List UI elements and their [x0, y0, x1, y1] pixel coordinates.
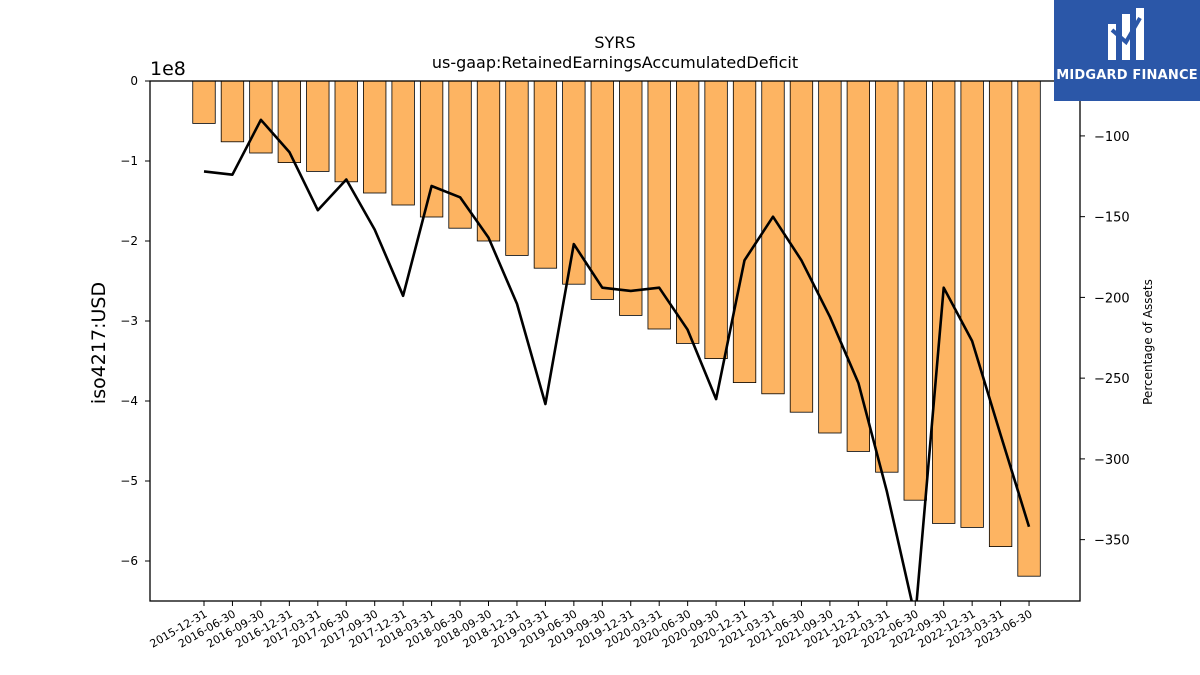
y-tick-label: 0 — [130, 74, 138, 88]
bar — [363, 80, 387, 194]
bar — [647, 80, 671, 330]
chart-subtitle: us-gaap:RetainedEarningsAccumulatedDefic… — [432, 53, 798, 72]
bar — [419, 80, 444, 218]
bar — [220, 80, 245, 143]
bar — [875, 80, 899, 473]
y-offset-label: 1e8 — [150, 58, 186, 80]
midgard-finance-logo: MIDGARD FINANCE — [1054, 0, 1200, 101]
bar — [903, 80, 927, 501]
bar — [619, 80, 643, 316]
y2-axis-label: Percentage of Assets — [1141, 279, 1155, 405]
percent-line-series — [203, 118, 1031, 601]
bar — [732, 80, 757, 384]
y-tick-label: −3 — [120, 314, 138, 328]
y2-tick-label: −350 — [1094, 534, 1130, 549]
y2-tick-label: −100 — [1094, 130, 1130, 145]
bar — [590, 80, 614, 300]
bar — [818, 80, 842, 434]
y-axis-label: iso4217:USD — [88, 282, 110, 404]
logo-text: MIDGARD FINANCE — [1056, 68, 1198, 83]
bar — [391, 80, 415, 206]
chart-title: SYRS — [594, 33, 635, 52]
bar — [334, 80, 358, 183]
midgard-logo-icon — [1108, 8, 1144, 60]
percent-line — [203, 118, 1031, 601]
bar — [704, 80, 728, 360]
bar — [505, 80, 529, 256]
y2-tick-label: −250 — [1094, 372, 1130, 387]
bar — [988, 80, 1013, 548]
bar — [676, 80, 700, 344]
y-tick-label: −4 — [120, 394, 138, 408]
bar — [192, 80, 216, 124]
bar — [476, 80, 501, 242]
bar — [533, 80, 558, 269]
bar — [960, 80, 984, 528]
bar-series — [192, 80, 1041, 577]
y2-tick-label: −300 — [1094, 453, 1130, 468]
bar — [249, 80, 273, 154]
bar — [448, 80, 472, 229]
bar — [562, 80, 586, 285]
y-tick-label: −2 — [120, 234, 138, 248]
plot-frame — [149, 80, 1081, 602]
y2-tick-label: −150 — [1094, 211, 1130, 226]
y2-tick-label: −200 — [1094, 291, 1130, 306]
y-tick-label: −1 — [120, 154, 138, 168]
bar — [306, 80, 330, 172]
y-tick-label: −5 — [120, 474, 138, 488]
bar — [846, 80, 870, 452]
bar — [761, 80, 785, 395]
y-tick-label: −6 — [120, 554, 138, 568]
